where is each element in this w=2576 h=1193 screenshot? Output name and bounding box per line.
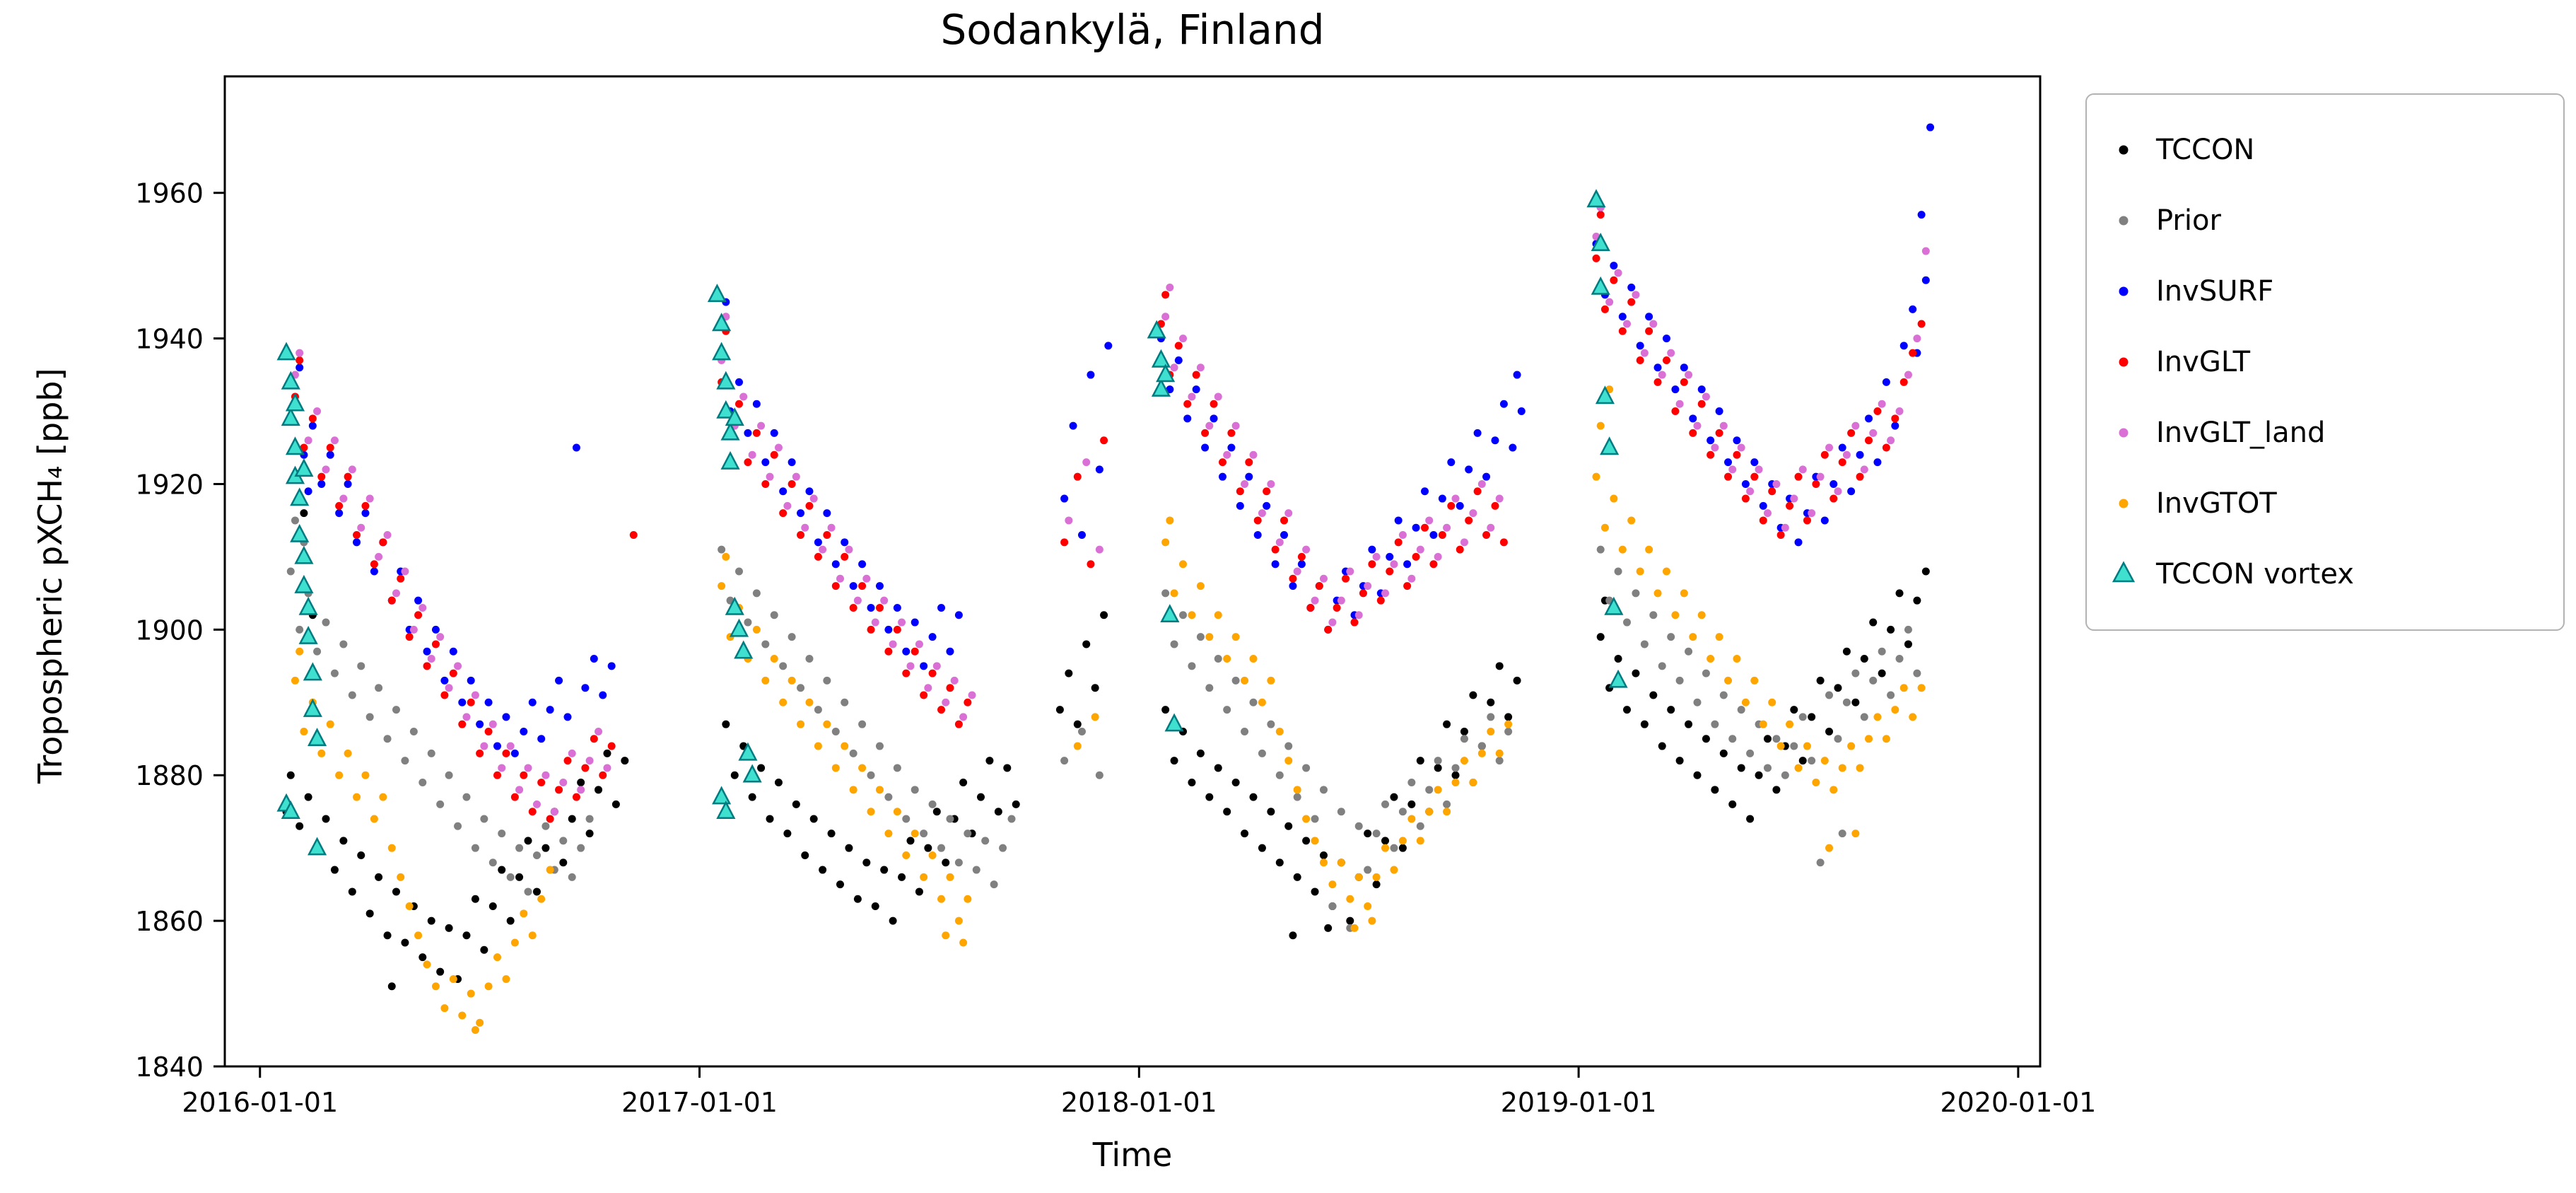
x-tick-label: 2016-01-01 bbox=[182, 1087, 338, 1118]
legend-item-tccon-vortex: TCCON vortex bbox=[2095, 539, 2555, 610]
x-tick-label: 2017-01-01 bbox=[621, 1087, 778, 1118]
legend-label: InvSURF bbox=[2156, 275, 2274, 308]
legend-item-invglt: InvGLT bbox=[2095, 327, 2555, 397]
series-tccon-vortex bbox=[276, 189, 1628, 856]
y-tick-label: 1900 bbox=[135, 615, 204, 646]
legend-triangle-marker-icon bbox=[2112, 561, 2136, 583]
legend-item-prior: Prior bbox=[2095, 185, 2555, 256]
legend-label: InvGTOT bbox=[2156, 487, 2277, 520]
legend: TCCON Prior InvSURF InvGLT InvGLT_land InvGTO… bbox=[2085, 93, 2565, 631]
legend-dot-marker-icon bbox=[2119, 145, 2129, 155]
series-invglt bbox=[291, 211, 1926, 823]
legend-item-invsurf: InvSURF bbox=[2095, 256, 2555, 327]
x-axis-label: Time bbox=[1092, 1136, 1173, 1174]
series-tccon bbox=[282, 400, 1930, 991]
x-tick-label: 2020-01-01 bbox=[1940, 1087, 2096, 1118]
legend-dot-marker-icon bbox=[2119, 216, 2129, 226]
legend-item-invglt-land: InvGLT_land bbox=[2095, 397, 2555, 468]
legend-item-tccon: TCCON bbox=[2095, 115, 2555, 185]
series-prior bbox=[286, 516, 1921, 932]
series-invglt-land bbox=[291, 203, 1930, 816]
legend-dot-marker-icon bbox=[2119, 357, 2129, 367]
y-tick-label: 1960 bbox=[135, 178, 204, 209]
y-tick-label: 1860 bbox=[135, 906, 204, 937]
series-invgtot bbox=[291, 385, 1926, 1035]
legend-label: TCCON bbox=[2156, 134, 2255, 166]
legend-dot-marker-icon bbox=[2119, 428, 2129, 438]
y-tick-label: 1880 bbox=[135, 760, 204, 791]
legend-dot-marker-icon bbox=[2119, 499, 2129, 508]
y-tick-label: 1940 bbox=[135, 324, 204, 355]
series-invsurf bbox=[291, 123, 1935, 757]
x-tick-label: 2018-01-01 bbox=[1061, 1087, 1217, 1118]
y-tick-label: 1840 bbox=[135, 1052, 204, 1083]
legend-label: InvGLT bbox=[2156, 346, 2251, 378]
axes-frame bbox=[223, 75, 2042, 1068]
legend-label: Prior bbox=[2156, 204, 2221, 237]
y-tick-label: 1920 bbox=[135, 469, 204, 500]
x-tick-label: 2019-01-01 bbox=[1501, 1087, 1657, 1118]
legend-label: InvGLT_land bbox=[2156, 417, 2326, 449]
legend-dot-marker-icon bbox=[2119, 286, 2129, 296]
legend-label: TCCON vortex bbox=[2156, 558, 2354, 590]
chart-title: Sodankylä, Finland bbox=[940, 6, 1325, 54]
legend-item-invgtot: InvGTOT bbox=[2095, 468, 2555, 539]
